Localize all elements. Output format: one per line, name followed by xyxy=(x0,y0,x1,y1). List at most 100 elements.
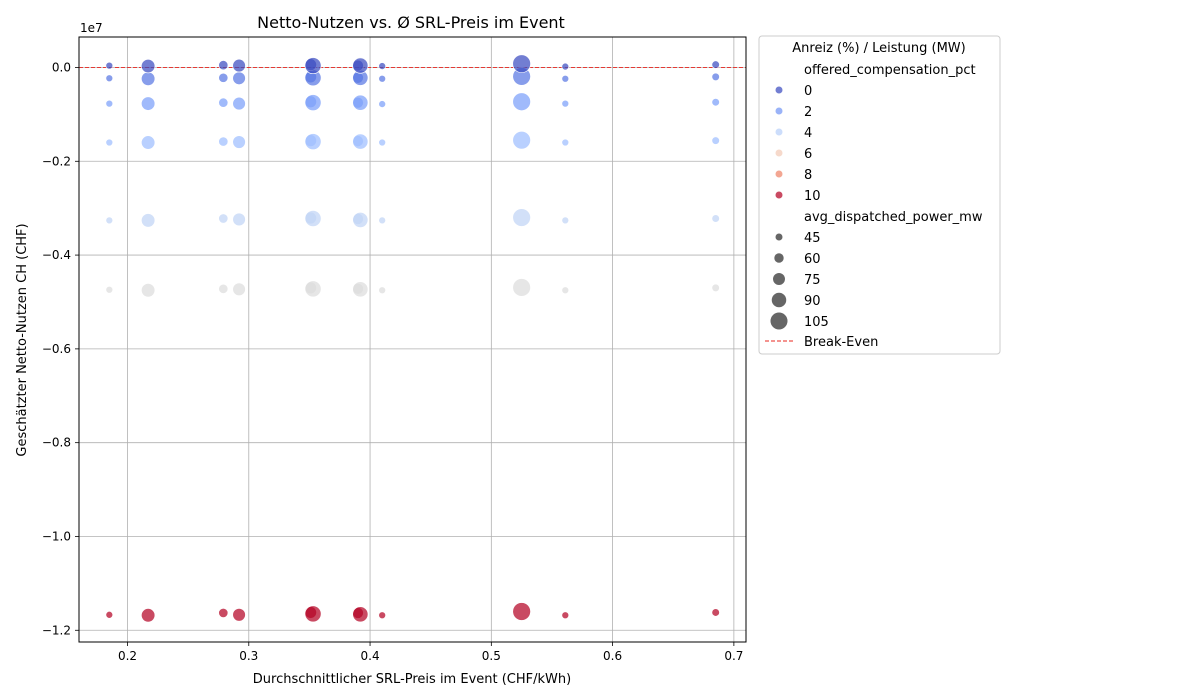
legend-box xyxy=(758,35,1001,355)
legend-size-label: 105 xyxy=(804,315,829,330)
legend-hue-label: 0 xyxy=(804,84,812,99)
legend-hue-label: 2 xyxy=(804,105,812,120)
legend-size-marker xyxy=(771,292,787,308)
x-tick-label: 0.7 xyxy=(724,649,743,663)
x-axis-ticks: 0.2 0.3 0.4 0.5 0.6 0.7 xyxy=(118,642,743,663)
legend-break-even-label: Break-Even xyxy=(804,335,878,350)
data-point xyxy=(711,283,720,293)
legend-hue-title: offered_compensation_pct xyxy=(804,63,976,78)
data-point xyxy=(561,74,570,83)
data-point xyxy=(232,71,246,86)
legend-size-label: 75 xyxy=(804,273,821,288)
data-point xyxy=(105,99,114,108)
y-tick-label: −1.2 xyxy=(42,623,71,637)
x-tick-label: 0.5 xyxy=(482,649,501,663)
x-tick-label: 0.2 xyxy=(118,649,137,663)
legend-hue-items: 0 2 4 6 8 10 xyxy=(775,84,821,204)
data-point xyxy=(378,62,387,70)
data-point xyxy=(105,61,114,70)
data-point xyxy=(218,136,229,147)
data-point xyxy=(352,211,369,228)
legend-hue-label: 4 xyxy=(804,126,812,141)
data-point xyxy=(378,100,387,108)
data-point xyxy=(105,285,114,294)
data-point xyxy=(140,135,156,150)
data-point xyxy=(711,97,720,107)
x-axis-label: Durchschnittlicher SRL-Preis im Event (C… xyxy=(253,672,571,687)
data-point xyxy=(218,607,229,618)
data-point xyxy=(378,74,387,83)
data-point xyxy=(218,283,229,294)
data-point xyxy=(378,138,387,147)
data-point xyxy=(140,283,156,298)
data-point xyxy=(711,72,720,82)
legend-size-label: 45 xyxy=(804,231,821,246)
legend-title: Anreiz (%) / Leistung (MW) xyxy=(792,41,965,56)
data-point xyxy=(378,286,387,295)
legend-hue-label: 6 xyxy=(804,147,812,162)
data-point xyxy=(352,94,369,111)
data-point xyxy=(218,72,229,83)
data-point xyxy=(304,94,322,112)
legend-hue-marker xyxy=(775,107,783,115)
x-tick-label: 0.6 xyxy=(603,649,622,663)
y-axis-ticks: 0.0 −0.2 −0.4 −0.6 −0.8 −1.0 −1.2 xyxy=(42,60,79,637)
data-point xyxy=(232,58,246,73)
y-tick-label: −1.0 xyxy=(42,529,71,543)
data-point xyxy=(711,136,720,145)
data-point xyxy=(304,133,322,151)
data-point xyxy=(232,608,246,622)
y-tick-label: −0.8 xyxy=(42,436,71,450)
data-point xyxy=(512,208,531,227)
data-point xyxy=(105,138,114,147)
data-point xyxy=(232,96,246,111)
legend-size-marker xyxy=(774,253,784,263)
data-point xyxy=(352,57,369,74)
legend-size-title: avg_dispatched_power_mw xyxy=(804,210,983,225)
data-point xyxy=(561,216,570,225)
legend-hue-label: 8 xyxy=(804,168,812,183)
legend: Anreiz (%) / Leistung (MW) offered_compe… xyxy=(758,35,1001,355)
data-point xyxy=(512,130,531,150)
legend-hue-marker xyxy=(775,149,783,157)
legend-size-marker xyxy=(770,312,788,330)
data-point xyxy=(352,606,369,623)
data-point xyxy=(232,282,246,297)
data-point xyxy=(512,92,531,112)
y-offset-label: 1e7 xyxy=(80,21,103,35)
gridlines xyxy=(79,37,746,642)
plot-frame xyxy=(78,36,747,643)
data-point xyxy=(512,602,531,621)
data-point xyxy=(105,74,114,83)
data-point xyxy=(140,608,156,623)
y-axis-label: Geschätzter Netto-Nutzen CH (CHF) xyxy=(15,223,30,456)
data-point xyxy=(561,62,570,71)
data-point xyxy=(304,210,322,227)
data-point xyxy=(304,280,322,298)
legend-size-label: 60 xyxy=(804,252,821,267)
data-point xyxy=(232,135,246,149)
x-tick-label: 0.4 xyxy=(361,649,380,663)
data-point xyxy=(711,214,720,223)
legend-size-label: 90 xyxy=(804,294,821,309)
chart-title: Netto-Nutzen vs. Ø SRL-Preis im Event xyxy=(257,13,565,32)
legend-hue-marker xyxy=(775,170,783,178)
data-point xyxy=(711,60,720,69)
y-tick-label: 0.0 xyxy=(52,60,71,74)
data-point xyxy=(105,216,114,225)
data-points xyxy=(105,54,720,623)
data-point xyxy=(140,213,156,228)
data-point xyxy=(378,216,387,225)
data-point xyxy=(352,281,369,298)
legend-hue-marker xyxy=(775,128,783,136)
data-point xyxy=(561,138,570,147)
data-point xyxy=(232,212,246,227)
data-point xyxy=(352,133,369,150)
legend-hue-marker xyxy=(775,86,783,94)
legend-hue-marker xyxy=(775,191,783,199)
data-point xyxy=(561,99,570,108)
data-point xyxy=(512,54,531,74)
data-point xyxy=(304,57,322,75)
y-tick-label: −0.4 xyxy=(42,248,71,262)
